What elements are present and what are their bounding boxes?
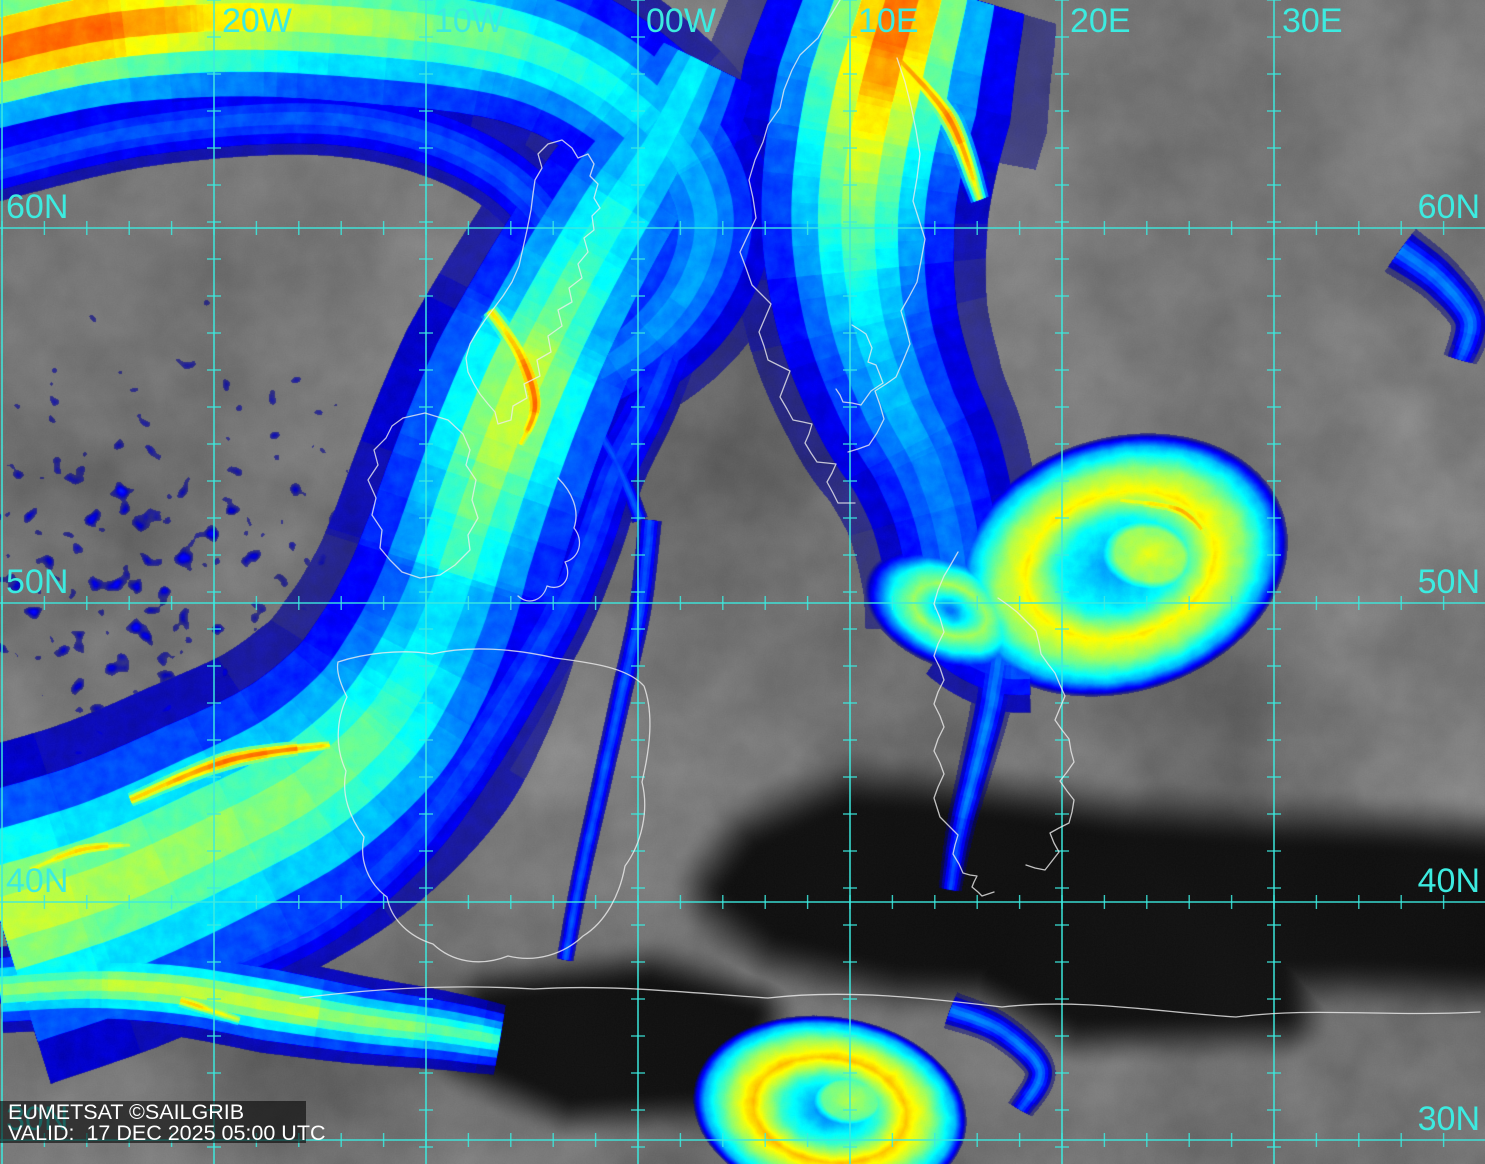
svg-text:50N: 50N	[6, 563, 68, 601]
svg-text:30N: 30N	[1418, 1100, 1480, 1138]
svg-text:20W: 20W	[222, 2, 292, 40]
svg-text:10E: 10E	[858, 2, 919, 40]
svg-text:40N: 40N	[1418, 862, 1480, 900]
svg-text:50N: 50N	[1418, 563, 1480, 601]
svg-text:40N: 40N	[6, 862, 68, 900]
svg-text:20E: 20E	[1070, 2, 1131, 40]
svg-text:00W: 00W	[646, 2, 716, 40]
svg-text:30E: 30E	[1282, 2, 1343, 40]
svg-text:60N: 60N	[1418, 188, 1480, 226]
svg-text:60N: 60N	[6, 188, 68, 226]
svg-text:10W: 10W	[434, 2, 504, 40]
